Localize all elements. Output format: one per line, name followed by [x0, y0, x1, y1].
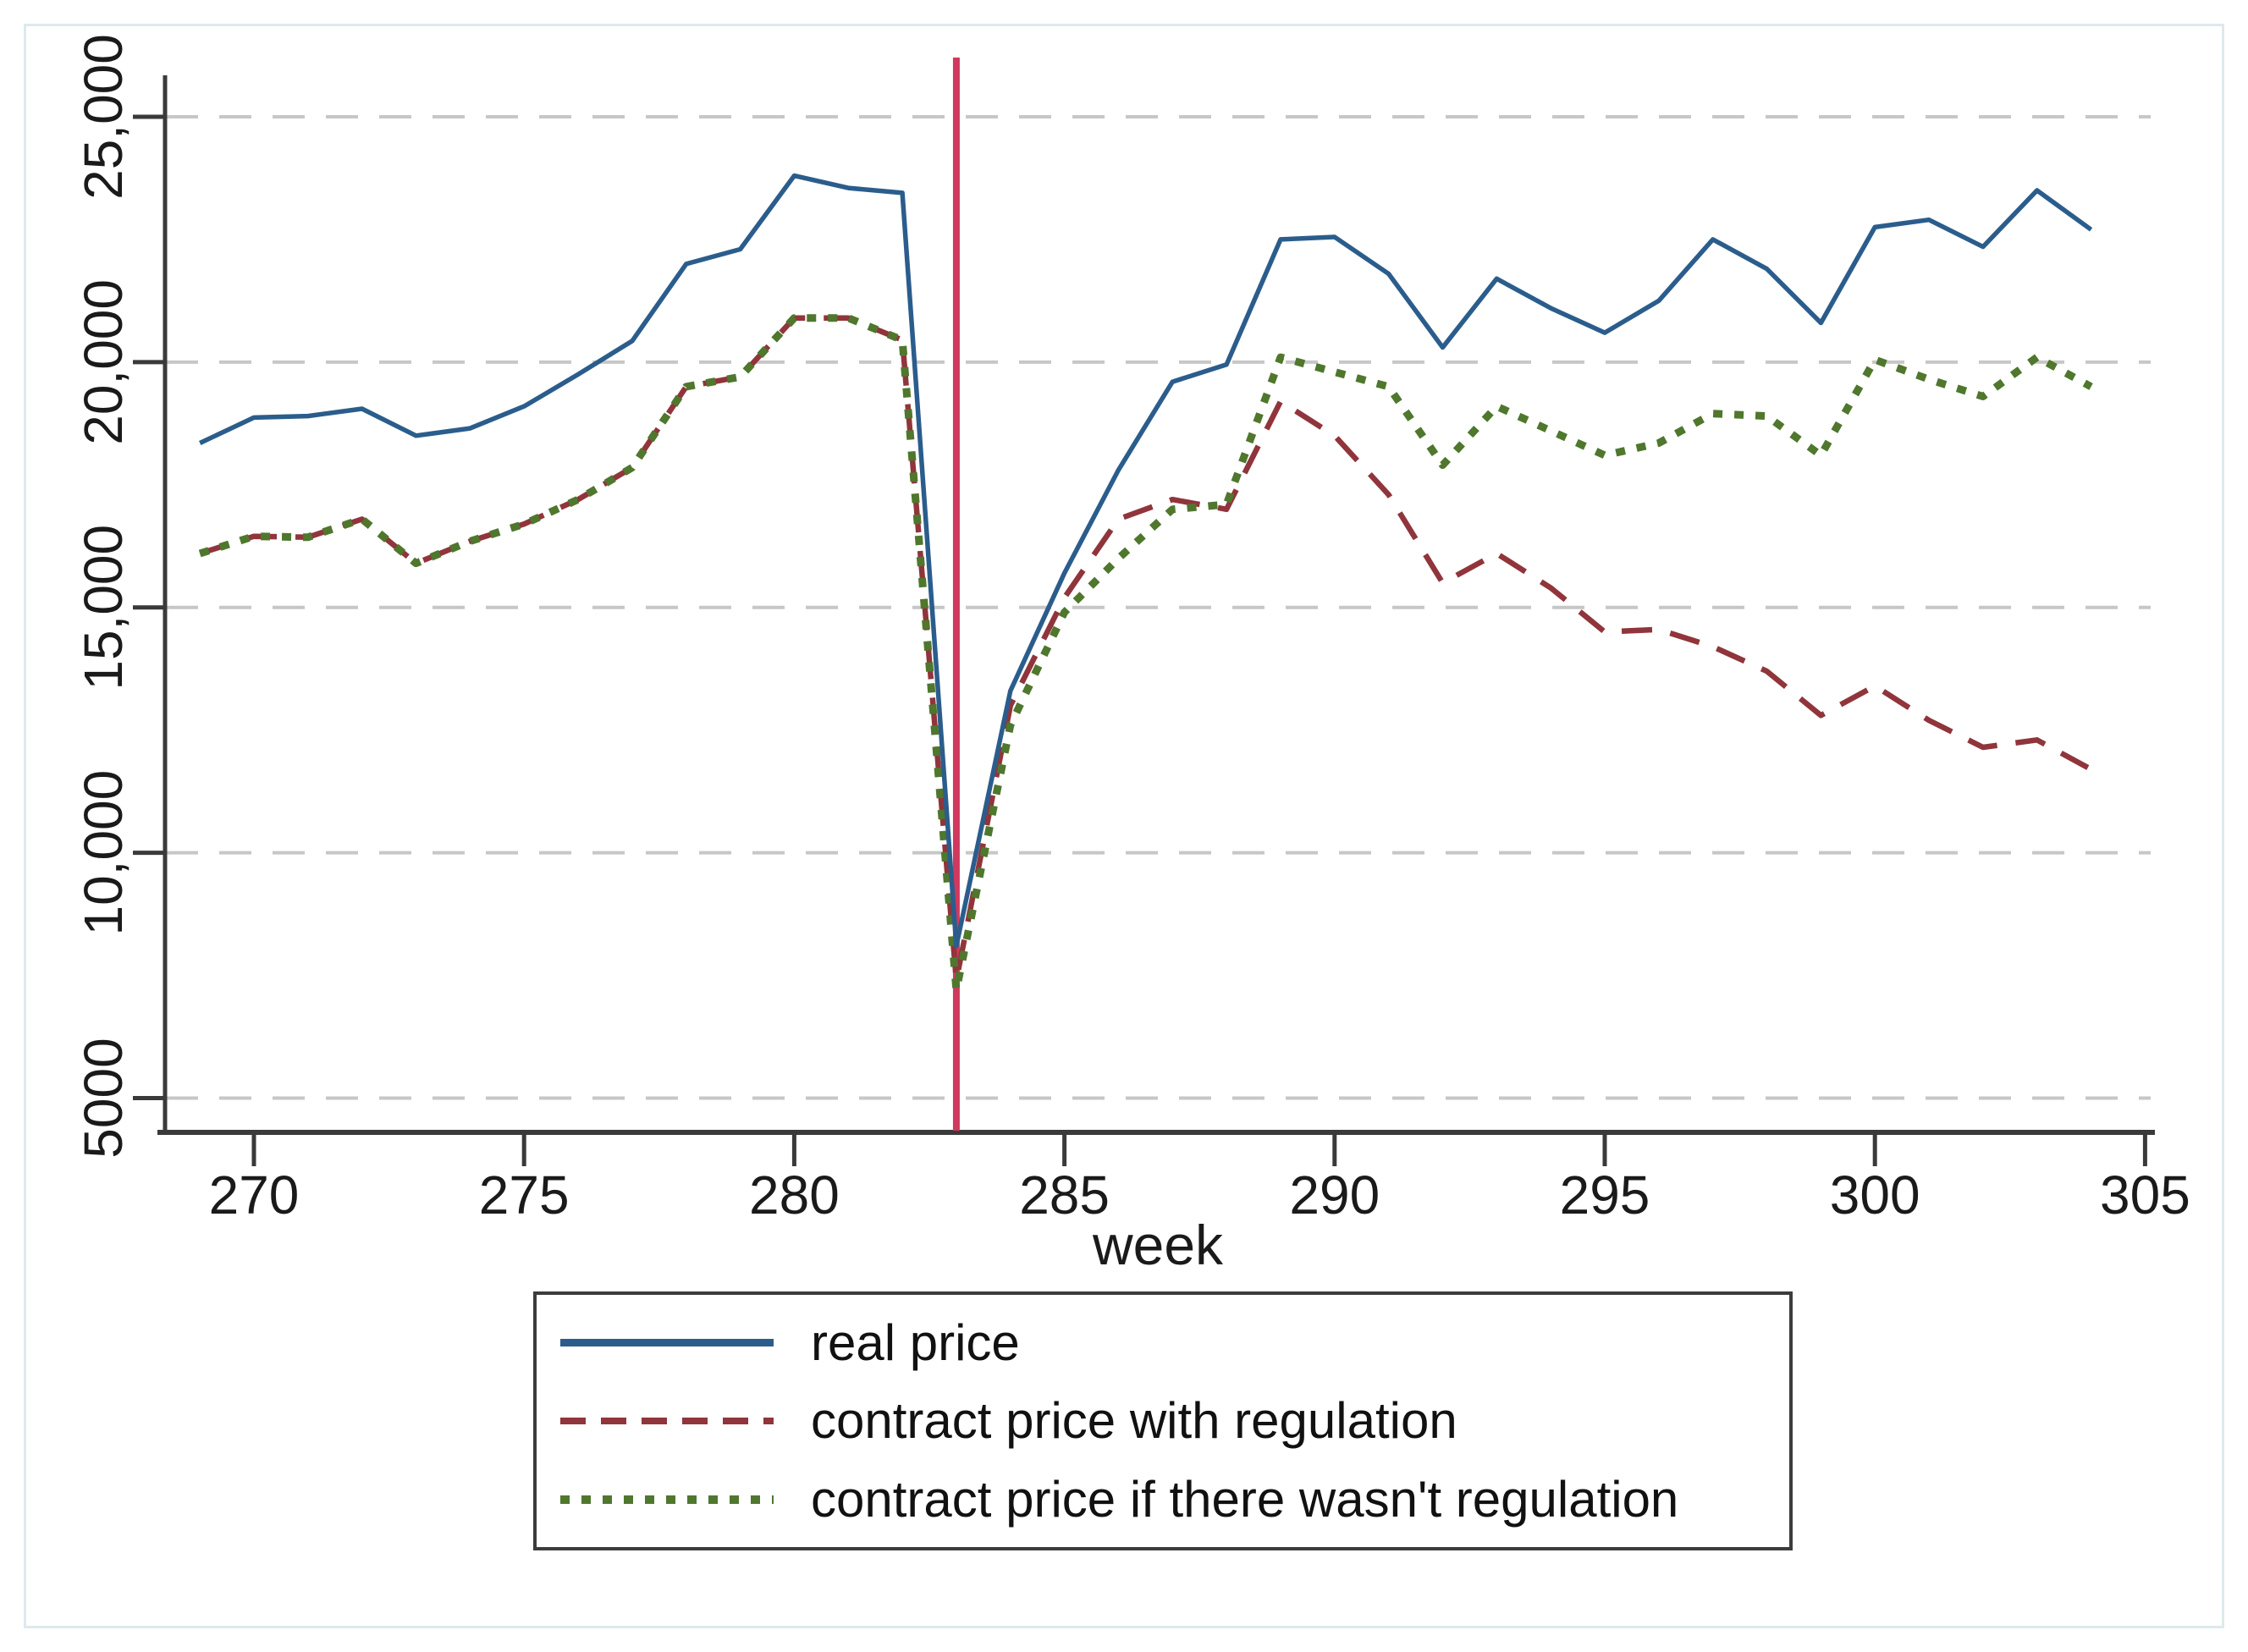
y-tick-label-25000: 25,000	[73, 34, 134, 200]
legend-sample-contract-without-regulation	[560, 1495, 774, 1504]
legend-item-contract-without-regulation: contract price if there wasn't regulatio…	[537, 1461, 1789, 1539]
legend-label-real-price: real price	[811, 1313, 1020, 1371]
legend-item-contract-with-regulation: contract price with regulation	[537, 1382, 1789, 1460]
legend-sample-contract-with-regulation	[560, 1417, 774, 1424]
series-line-contract-price-if-there-wasn-t-regulation	[198, 314, 2093, 994]
y-tick-label-5000: 5000	[73, 1038, 134, 1158]
series-line-contract-price-with-regulation	[199, 315, 2093, 983]
x-tick-label-270: 270	[209, 1165, 300, 1225]
x-tick-label-300: 300	[1830, 1165, 1920, 1225]
x-tick-label-305: 305	[2100, 1165, 2190, 1225]
legend-label-contract-with-regulation: contract price with regulation	[811, 1392, 1457, 1450]
x-tick-label-280: 280	[749, 1165, 840, 1225]
x-axis-title: week	[1092, 1214, 1224, 1276]
x-tick-label-285: 285	[1019, 1165, 1110, 1225]
x-tick-label-295: 295	[1560, 1165, 1650, 1225]
x-tick-label-275: 275	[479, 1165, 570, 1225]
legend-item-real-price: real price	[537, 1303, 1789, 1381]
y-tick-label-15000: 15,000	[73, 525, 134, 691]
x-tick-label-290: 290	[1289, 1165, 1380, 1225]
legend-label-contract-without-regulation: contract price if there wasn't regulatio…	[811, 1471, 1679, 1528]
y-tick-label-10000: 10,000	[73, 770, 134, 936]
y-tick-label-20000: 20,000	[73, 279, 134, 445]
legend-box: real price contract price with regulatio…	[533, 1291, 1793, 1550]
legend-sample-real-price	[560, 1338, 774, 1346]
series-line-real-price	[199, 173, 2093, 949]
